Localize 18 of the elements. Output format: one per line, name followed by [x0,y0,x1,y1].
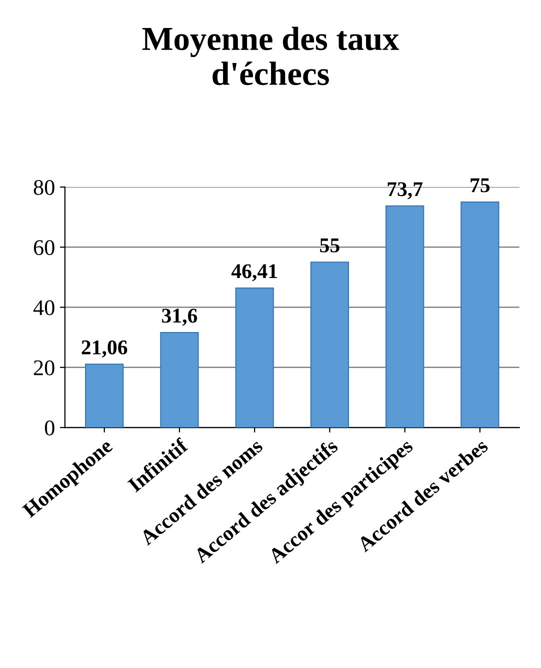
data-label: 73,7 [388,182,423,200]
data-label: 31,6 [162,308,198,326]
data-label: 75 [470,178,490,192]
data-label: 55 [320,238,340,252]
bar [85,364,124,428]
y-tick-label: 60 [34,240,54,256]
bar [385,205,424,428]
y-tick-label: 20 [34,360,54,376]
data-label: 21,06 [82,340,128,358]
bar [160,332,199,428]
y-tick-label: 40 [33,300,54,316]
bar [460,202,500,428]
bar [235,287,274,428]
bar [310,262,350,428]
y-tick-label: 0 [44,420,54,436]
data-label: 46,41 [231,264,277,282]
chart-title: Moyenne des taux d'échecs [142,26,400,86]
y-tick-label: 80 [34,180,54,195]
